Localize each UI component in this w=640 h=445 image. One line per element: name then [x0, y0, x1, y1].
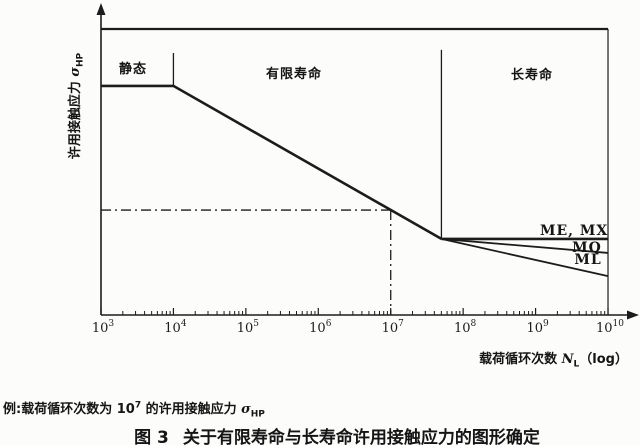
- region-boundary-lines: [101, 27, 609, 315]
- chart-canvas: 103 104 105 106 107 108 109 1010: [92, 3, 639, 336]
- sigma-subscript: HP: [75, 52, 86, 68]
- x-axis-label-suffix: （log）: [579, 352, 628, 367]
- svg-text:106: 106: [309, 319, 332, 336]
- figure-title-text: 关于有限寿命与长寿命许用接触应力的图形确定: [182, 428, 540, 445]
- x-axis-ticks: 103 104 105 106 107 108 109 1010: [92, 308, 624, 336]
- svg-text:104: 104: [164, 319, 187, 336]
- svg-text:1010: 1010: [596, 319, 624, 336]
- curve-label-mq: MQ: [572, 240, 602, 256]
- axes: [96, 3, 639, 320]
- caption-middle: 的许用接触应力: [141, 402, 242, 417]
- x-axis-label-text: 载荷循环次数: [479, 352, 562, 367]
- region-label-static: 静态: [119, 62, 148, 77]
- curve-label-ml: ML: [574, 252, 602, 268]
- svg-text:105: 105: [237, 319, 260, 336]
- nl-symbol: N: [561, 352, 574, 367]
- caption-prefix: 例:载荷循环次数为 10: [3, 402, 135, 417]
- figure-title: 图 3 关于有限寿命与长寿命许用接触应力的图形确定: [34, 423, 640, 445]
- figure-number: 图 3: [134, 428, 169, 445]
- region-label-finite-life: 有限寿命: [266, 67, 323, 82]
- sigma-symbol: σ: [68, 67, 83, 77]
- region-label-long-life: 长寿命: [511, 68, 554, 83]
- example-dashdot-lines: [101, 209, 392, 315]
- stress-curves: [101, 84, 609, 277]
- caption-sigma-sub: HP: [250, 409, 265, 420]
- svg-text:109: 109: [526, 319, 549, 336]
- x-axis-label: 载荷循环次数 NL（log）: [479, 348, 628, 370]
- svg-text:107: 107: [382, 319, 405, 336]
- svg-text:108: 108: [454, 319, 477, 336]
- caption-exponent: 7: [134, 400, 142, 411]
- nl-subscript: L: [573, 359, 580, 370]
- caption-sigma: σ: [241, 402, 251, 417]
- y-axis-label-text: 许用接触应力: [68, 76, 83, 160]
- curve-label-me-mx: ME, MX: [540, 223, 609, 239]
- svg-text:103: 103: [92, 319, 115, 336]
- example-caption: 例:载荷循环次数为 107 的许用接触应力 σHP: [3, 398, 265, 420]
- y-axis-label: 许用接触应力 σHP: [64, 20, 86, 192]
